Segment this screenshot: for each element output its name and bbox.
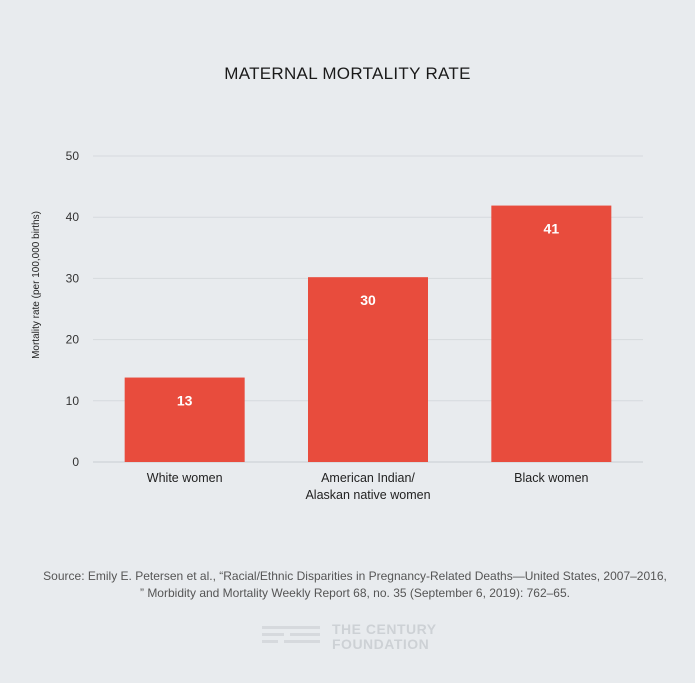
bar bbox=[491, 205, 612, 462]
x-tick-label: Alaskan native women bbox=[305, 488, 430, 502]
y-tick-label: 50 bbox=[66, 149, 80, 163]
y-tick-label: 20 bbox=[66, 333, 80, 347]
logo-mark-icon bbox=[262, 624, 320, 648]
bar bbox=[124, 377, 245, 462]
x-tick-label: Black women bbox=[514, 471, 588, 485]
source-note: Source: Emily E. Petersen et al., “Racia… bbox=[40, 568, 670, 602]
chart-title: MATERNAL MORTALITY RATE bbox=[224, 64, 471, 83]
source-line-2: ” Morbidity and Mortality Weekly Report … bbox=[139, 586, 570, 600]
y-tick-label: 10 bbox=[66, 394, 80, 408]
source-line-1: Source: Emily E. Petersen et al., “Racia… bbox=[43, 569, 667, 583]
x-tick-label: White women bbox=[147, 471, 223, 485]
value-label: 13 bbox=[177, 393, 193, 409]
y-tick-labels: 0 10 20 30 40 50 bbox=[66, 149, 80, 469]
x-tick-label: American Indian/ bbox=[321, 471, 415, 485]
century-foundation-logo: THE CENTURY FOUNDATION bbox=[262, 622, 452, 654]
bar bbox=[308, 277, 428, 462]
value-label: 41 bbox=[544, 221, 560, 237]
y-tick-label: 30 bbox=[66, 271, 80, 285]
logo-text: THE CENTURY FOUNDATION bbox=[332, 621, 437, 652]
y-axis-label: Mortality rate (per 100,000 births) bbox=[31, 211, 42, 359]
bars bbox=[124, 205, 612, 462]
x-tick-labels: White women American Indian/Alaskan nativ… bbox=[147, 471, 589, 502]
y-tick-label: 0 bbox=[72, 455, 79, 469]
value-label: 30 bbox=[360, 292, 376, 308]
y-tick-label: 40 bbox=[66, 210, 80, 224]
value-labels: 13 30 41 bbox=[177, 221, 559, 409]
